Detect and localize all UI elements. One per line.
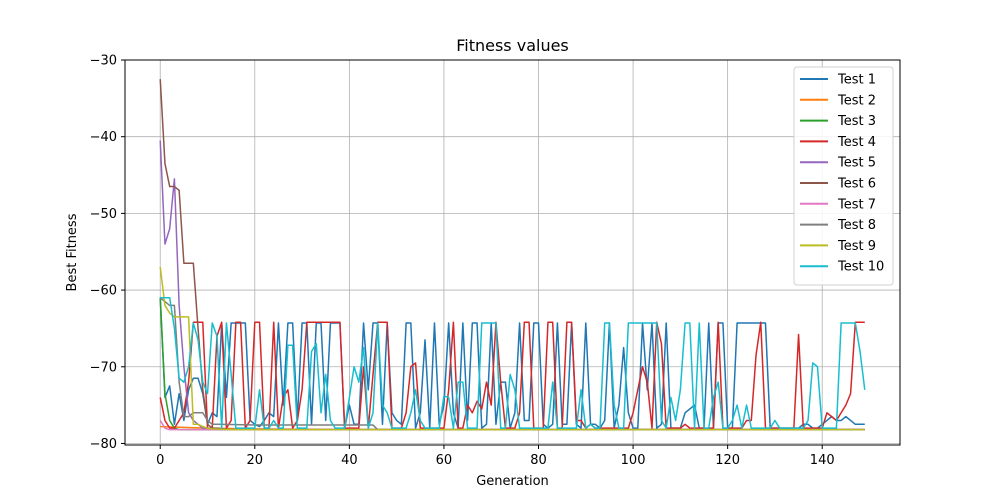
legend-label: Test 5 xyxy=(837,156,876,171)
x-tick-label: 100 xyxy=(621,453,646,468)
x-tick-label: 80 xyxy=(530,453,547,468)
y-tick-label: −80 xyxy=(90,437,117,452)
x-tick-label: 20 xyxy=(247,453,264,468)
y-tick-label: −70 xyxy=(90,360,117,375)
legend-label: Test 6 xyxy=(837,177,876,192)
x-tick-label: 120 xyxy=(715,453,740,468)
y-tick-label: −30 xyxy=(90,54,117,69)
x-tick-label: 60 xyxy=(436,453,453,468)
series-line-test-6 xyxy=(159,79,865,431)
x-tick-label: 0 xyxy=(156,453,164,468)
chart-title: Fitness values xyxy=(456,36,569,55)
axis-ticks: 0 20 40 60 80 100 120 140 −80 −70 −60 −50 −40 −30 xyxy=(90,54,835,469)
series-line-test-9 xyxy=(159,266,865,431)
x-tick-label: 40 xyxy=(341,453,358,468)
x-tick-label: 140 xyxy=(810,453,835,468)
series-line-test-4 xyxy=(159,321,865,429)
y-tick-label: −60 xyxy=(90,284,117,299)
series-line-test-1 xyxy=(159,297,865,429)
series-line-test-10 xyxy=(160,297,866,429)
y-axis-label: Best Fitness xyxy=(65,213,80,291)
series-line-test-8 xyxy=(159,297,865,431)
y-tick-label: −40 xyxy=(90,130,117,145)
legend-label: Test 2 xyxy=(837,93,876,108)
x-axis-label: Generation xyxy=(476,474,549,489)
legend-label: Test 9 xyxy=(837,239,876,254)
plot-frame xyxy=(124,59,901,446)
legend-label: Test 8 xyxy=(837,218,876,233)
legend-label: Test 1 xyxy=(837,73,876,88)
legend-label: Test 10 xyxy=(837,260,884,275)
y-tick-label: −50 xyxy=(90,207,117,222)
legend-label: Test 7 xyxy=(837,197,876,212)
legend-label: Test 3 xyxy=(837,114,876,129)
legend: Test 1 Test 2 Test 3 Test 4 Test 5 Test 6 Test… xyxy=(793,66,894,286)
series-lines xyxy=(159,79,866,431)
legend-label: Test 4 xyxy=(837,135,876,150)
